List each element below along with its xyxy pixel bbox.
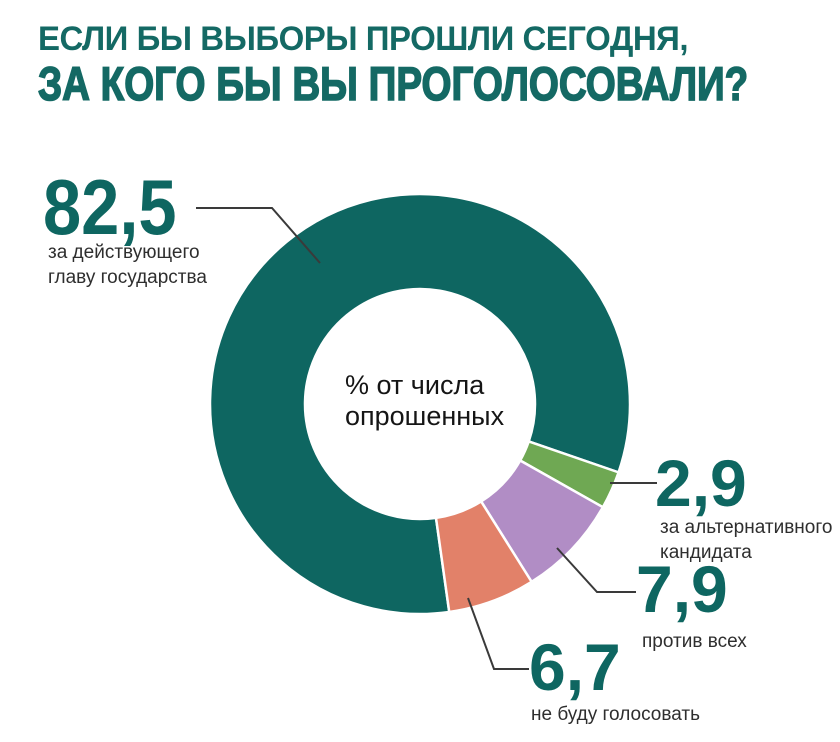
label-against-all: против всех [642,631,747,652]
donut-segment-3 [434,500,533,614]
label-incumbent: за действующего главу государства [48,242,207,288]
label-wont-vote: не буду голосовать [531,704,700,725]
leader-line-against-all [556,547,636,593]
title-line-2: ЗА КОГО БЫ ВЫ ПРОГОЛОСОВАЛИ? [37,56,749,111]
donut-segments [208,192,632,616]
value-incumbent: 82,5 [43,163,177,251]
leader-line-incumbent [196,207,321,264]
value-against-all: 7,9 [636,552,728,626]
leader-line-wont-vote [467,597,529,670]
value-wont-vote: 6,7 [529,630,621,704]
title-line-1: ЕСЛИ БЫ ВЫБОРЫ ПРОШЛИ СЕГОДНЯ, [38,20,689,58]
label-alternative: за альтернативного кандидата [660,517,833,563]
value-alternative: 2,9 [655,446,747,520]
donut-center-label: % от числа опрошенных [345,370,505,432]
donut-segment-0 [208,192,632,616]
